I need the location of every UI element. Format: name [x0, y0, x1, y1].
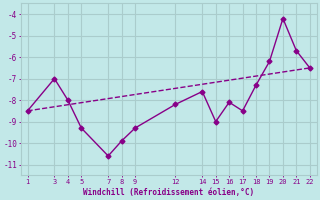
X-axis label: Windchill (Refroidissement éolien,°C): Windchill (Refroidissement éolien,°C)	[83, 188, 254, 197]
